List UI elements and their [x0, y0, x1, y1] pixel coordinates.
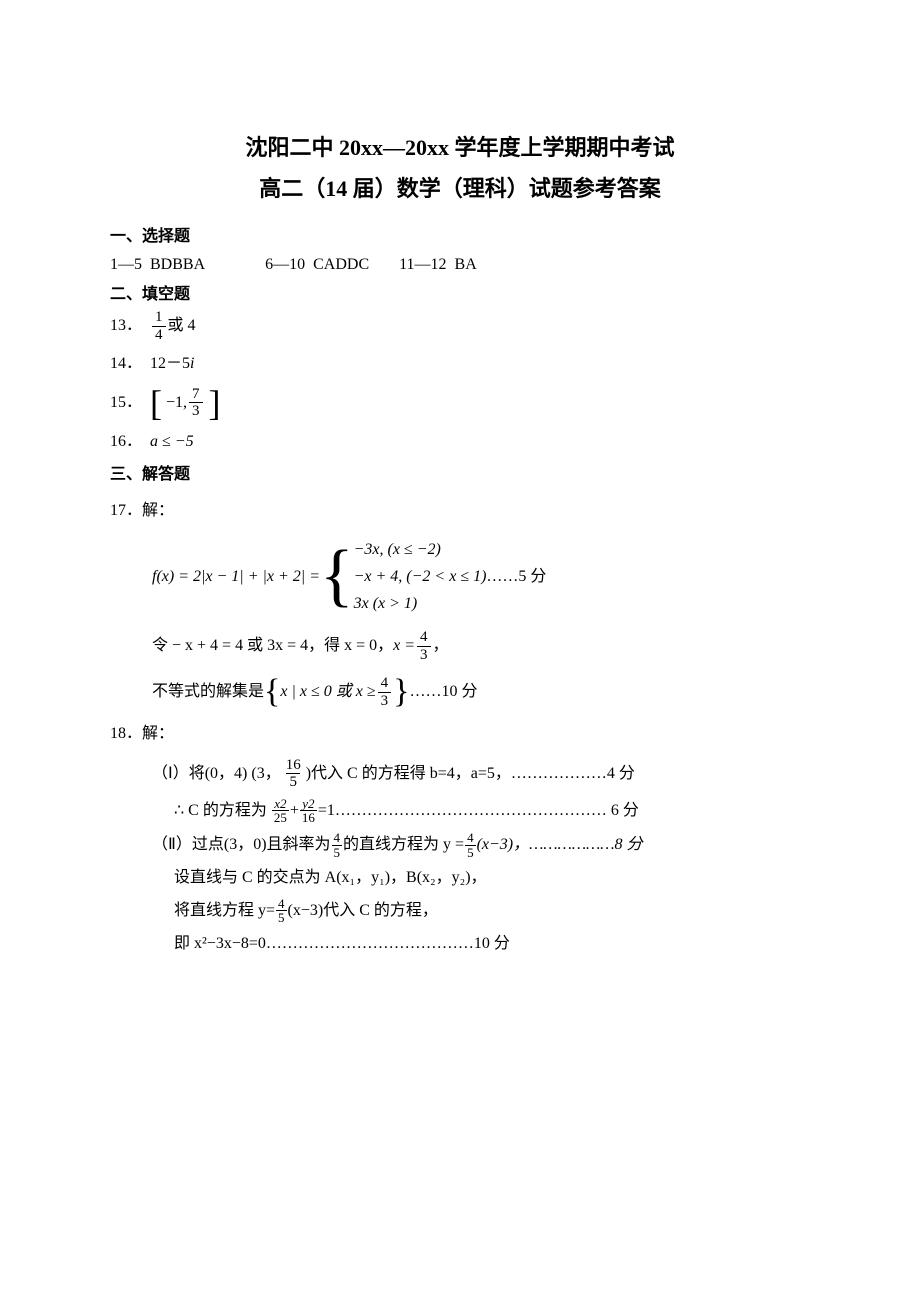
q17-l3-fd: 3	[378, 692, 392, 710]
q13-fraction: 1 4	[152, 309, 166, 343]
q17-piece-3: 3x (x > 1)	[354, 590, 487, 617]
q13-num: 13．	[110, 313, 142, 339]
q18-p1-line1: （Ⅰ）将(0，4) (3， 16 5 )代入 C 的方程得 b=4，a=5，………	[110, 757, 810, 791]
q17-l3-fn: 4	[378, 675, 392, 692]
q17-fx-lhs: f(x) = 2|x − 1| + |x + 2| =	[152, 564, 320, 590]
q17-line3: 不等式的解集是 { x | x ≤ 0 或 x ≥ 4 3 } ……10 分	[110, 675, 810, 709]
q13-suffix: 或 4	[168, 313, 196, 339]
mc-answers-2: CADDC	[313, 256, 369, 273]
q18-x2: x2	[272, 797, 288, 811]
q18-16: 16	[300, 810, 317, 825]
q18-p1-eq-prefix: ∴ C 的方程为	[174, 798, 267, 824]
mc-group-1: 1—5 BDBBA	[110, 252, 205, 278]
q17-piecewise-line: f(x) = 2|x − 1| + |x + 2| = { −3x, (x ≤ …	[110, 536, 810, 618]
q14-line: 14． 12－5i	[110, 351, 810, 377]
q18-p2-k2: 4 5	[465, 831, 476, 859]
q15-frac-den: 3	[189, 402, 203, 420]
q17-l2-fn: 4	[417, 629, 431, 646]
q17-line2: 令 − x + 4 = 4 或 3x = 4，得 x = 0， x = 4 3 …	[110, 629, 810, 663]
q15-line: 15． [ −1, 7 3 ]	[110, 385, 810, 421]
q18-p2-l3a: 将直线方程 y=	[174, 898, 275, 924]
q13-line: 13． 1 4 或 4	[110, 309, 810, 343]
mc-group-2: 6—10 CADDC	[265, 252, 369, 278]
q18-p2-kd2: 5	[465, 845, 476, 860]
q18-p1-eq-frac2: y2 16	[300, 797, 317, 825]
section-fill-heading: 二、填空题	[110, 282, 810, 308]
q18-p1-a: （Ⅰ）将(0，4) (3，	[152, 761, 281, 787]
q18-p2-kn: 4	[332, 831, 343, 845]
q13-frac-num: 1	[152, 309, 166, 326]
q18-p2-line3: 将直线方程 y= 4 5 (x−3)代入 C 的方程，	[110, 897, 810, 925]
q15-left: −1,	[166, 390, 187, 416]
q18-p1-fd: 5	[286, 773, 300, 791]
q18-p2-l3-frac: 4 5	[276, 897, 287, 925]
q17-line2-b: x =	[393, 633, 415, 659]
q18-p2-line2: 设直线与 C 的交点为 A(x₁，y₁)，B(x₂，y₂)，	[110, 865, 810, 891]
q17-line2-frac: 4 3	[417, 629, 431, 663]
q15-num: 15．	[110, 390, 142, 416]
q17-num: 17．解：	[110, 498, 810, 524]
q17-line3-set: x | x ≤ 0 或 x ≥	[280, 679, 375, 705]
q18-p2-line4: 即 x²−3x−8=0…………………………………10 分	[110, 931, 810, 957]
mc-answers-3: BA	[455, 256, 477, 273]
q15-fraction: 7 3	[189, 386, 203, 420]
mc-group-3: 11—12 BA	[399, 252, 477, 278]
q18-p2-l3-fd: 5	[276, 910, 287, 925]
q17-line3-a: 不等式的解集是	[152, 679, 264, 705]
q18-block: 18．解： （Ⅰ）将(0，4) (3， 16 5 )代入 C 的方程得 b=4，…	[110, 721, 810, 957]
q18-num: 18．解：	[110, 721, 810, 747]
q15-interval: [ −1, 7 3 ]	[150, 385, 221, 421]
mc-answers-1: BDBBA	[150, 256, 205, 273]
q18-p1-frac: 16 5	[283, 757, 304, 791]
page-subtitle: 高二（14 届）数学（理科）试题参考答案	[110, 171, 810, 206]
q14-num: 14．	[110, 351, 142, 377]
q18-p2-l3b: (x−3)代入 C 的方程，	[288, 898, 438, 924]
q18-p2-c: (x−3)，………………8 分	[477, 832, 643, 858]
q17-piece-2: −x + 4, (−2 < x ≤ 1)	[354, 563, 487, 590]
q18-p2-a: （Ⅱ）过点(3，0)且斜率为	[152, 832, 331, 858]
section-mc-heading: 一、选择题	[110, 224, 810, 250]
q18-p2-kd: 5	[332, 845, 343, 860]
q13-frac-den: 4	[152, 326, 166, 344]
q18-25: 25	[272, 810, 289, 825]
q14-text: 12－5	[150, 351, 190, 377]
q17-line2-c: ，	[433, 633, 449, 659]
q18-p2-l3-fn: 4	[276, 897, 287, 911]
mc-range-2: 6—10	[265, 256, 305, 273]
q17-piecewise: { −3x, (x ≤ −2) −x + 4, (−2 < x ≤ 1) 3x …	[320, 536, 486, 618]
mc-range-1: 1—5	[110, 256, 142, 273]
q15-frac-num: 7	[189, 386, 203, 403]
q18-p1-b: )代入 C 的方程得 b=4，a=5，………………4 分	[306, 761, 635, 787]
q17-l2-fd: 3	[417, 646, 431, 664]
q16-text: a ≤ −5	[150, 429, 194, 455]
q18-p2-kn2: 4	[465, 831, 476, 845]
q16-num: 16．	[110, 429, 142, 455]
q18-p1-fn: 16	[283, 757, 304, 774]
mc-answers-row: 1—5 BDBBA 6—10 CADDC 11—12 BA	[110, 252, 810, 278]
q18-p2-k: 4 5	[332, 831, 343, 859]
q18-p1-eq-frac1: x2 25	[272, 797, 289, 825]
q17-line3-frac: 4 3	[378, 675, 392, 709]
section-solve-heading: 三、解答题	[110, 462, 810, 488]
q17-block: 17．解： f(x) = 2|x − 1| + |x + 2| = { −3x,…	[110, 498, 810, 709]
q18-p1-eq-suffix: =1…………………………………………… 6 分	[318, 798, 639, 824]
q17-points-2: ……10 分	[409, 679, 477, 705]
q18-p1-eq: ∴ C 的方程为 x2 25 + y2 16 =1…………………………………………	[110, 797, 810, 825]
page-title: 沈阳二中 20xx—20xx 学年度上学期期中考试	[110, 130, 810, 165]
q18-p2-line1: （Ⅱ）过点(3，0)且斜率为 4 5 的直线方程为 y = 4 5 (x−3)，…	[110, 831, 810, 859]
q18-y2: y2	[300, 797, 316, 811]
q17-line2-a: 令 − x + 4 = 4 或 3x = 4，得 x = 0，	[152, 633, 393, 659]
q18-p2-b: 的直线方程为 y =	[343, 832, 464, 858]
mc-range-3: 11—12	[399, 256, 446, 273]
q17-points-1: ……5 分	[486, 564, 546, 590]
q17-piece-1: −3x, (x ≤ −2)	[354, 536, 487, 563]
q16-line: 16． a ≤ −5	[110, 429, 810, 455]
